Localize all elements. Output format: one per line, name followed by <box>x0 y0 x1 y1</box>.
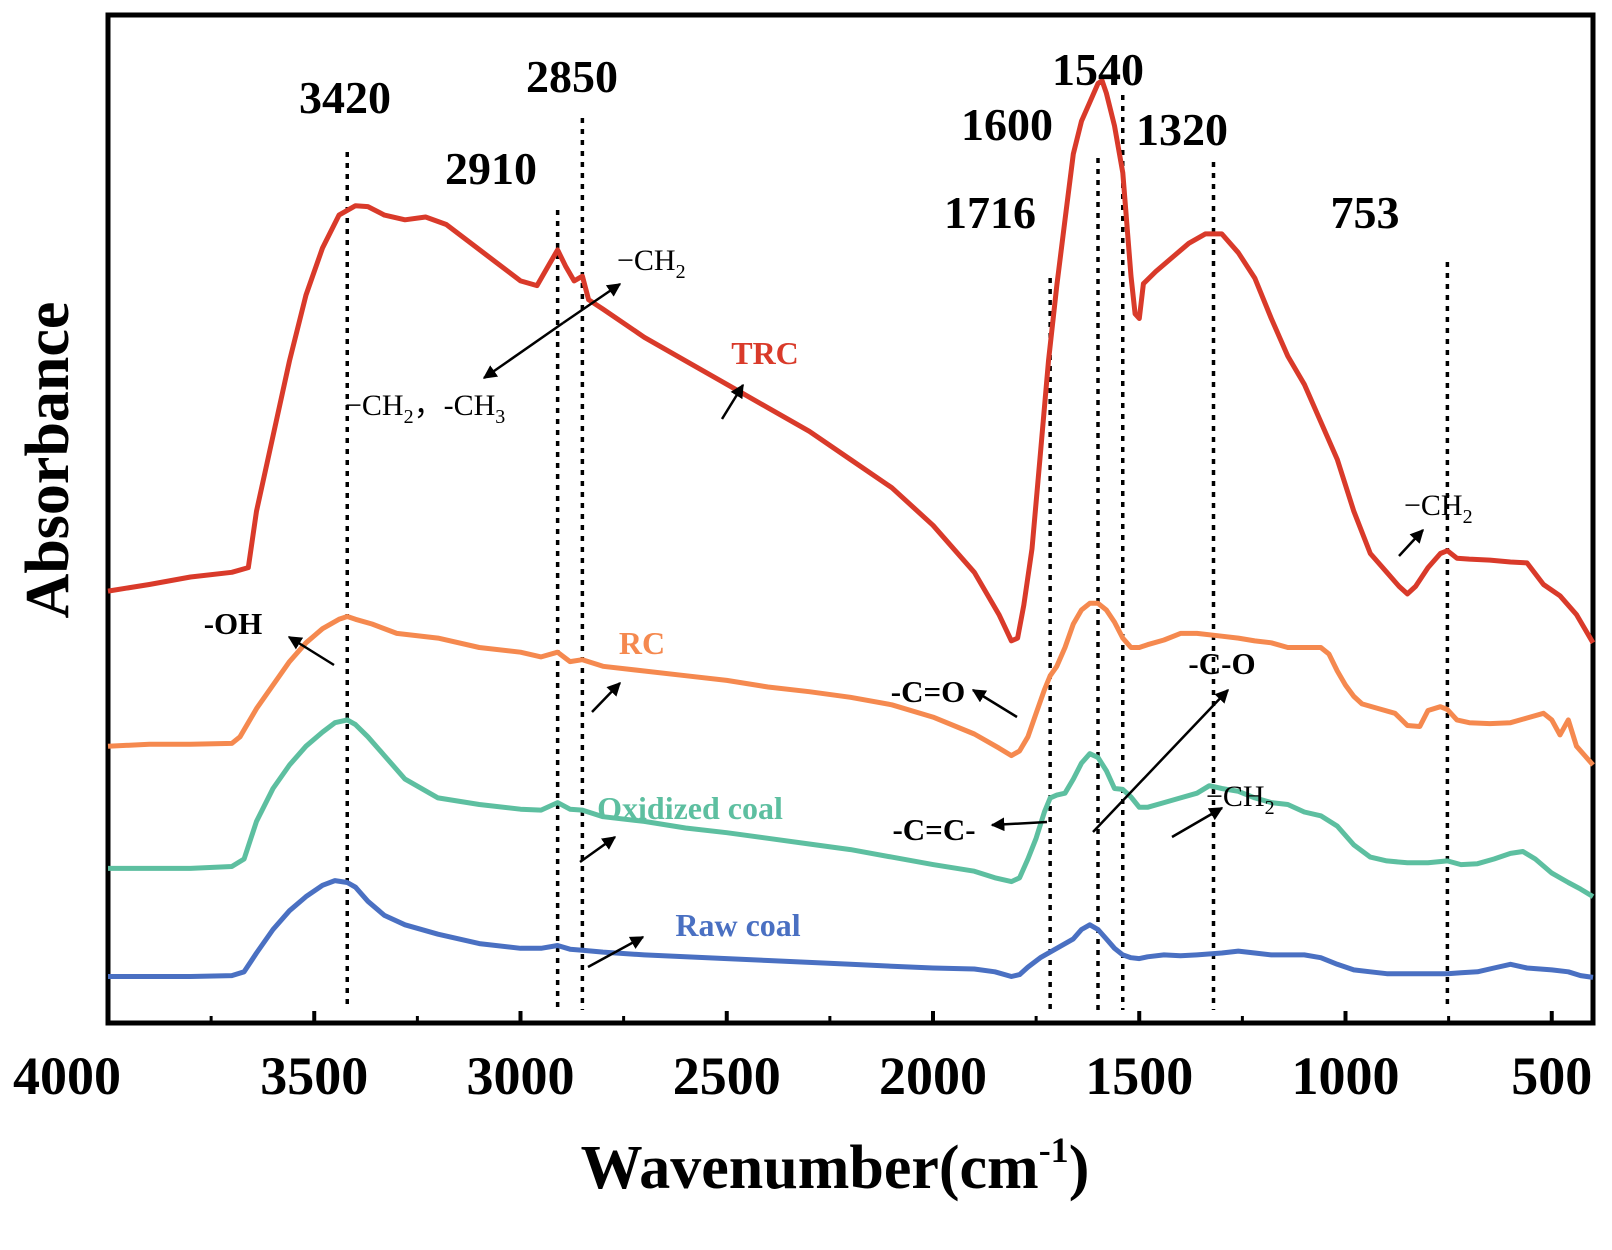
x-tick-label-500: 500 <box>1511 1046 1592 1106</box>
annotation-ch2-ch3-sep: ，-CH <box>414 389 496 422</box>
series-label-rc: RC <box>619 625 665 661</box>
arrow-c-o <box>1092 689 1229 833</box>
series-line-trc <box>107 78 1596 645</box>
peak-label-1540: 1540 <box>1052 44 1144 95</box>
annotation-ch2-ch3-sub1: 2 <box>404 406 414 428</box>
arrow-rc <box>591 682 621 713</box>
annotation-ch2-2850-sub: 2 <box>676 261 686 283</box>
annotation-ch2-ch3-main: −CH <box>345 389 404 422</box>
peak-marker-lines <box>345 95 1450 1010</box>
peak-label-3420: 3420 <box>299 72 391 123</box>
series-line-oxidized-coal <box>108 717 1595 899</box>
x-axis-ticks: 4000 3500 3000 2500 2000 1500 1000 500 <box>13 1011 1592 1106</box>
arrow-c-double-o <box>971 688 1018 719</box>
annotation-ch2-2850: −CH2 <box>617 244 686 283</box>
peak-label-753: 753 <box>1331 187 1400 238</box>
x-tick-label-3000: 3000 <box>467 1046 575 1106</box>
peak-label-2850: 2850 <box>526 51 618 102</box>
y-axis-title: Absorbance <box>14 302 82 619</box>
series-label-oxidized-coal: Oxidized coal <box>597 790 783 826</box>
peak-label-1320: 1320 <box>1136 104 1228 155</box>
spectra-series <box>107 78 1596 980</box>
series-label-trc: TRC <box>731 335 799 371</box>
peak-label-1600: 1600 <box>961 99 1053 150</box>
annotation-ch2-oxidized-sub: 2 <box>1265 797 1275 819</box>
arrow-trc <box>720 383 745 420</box>
x-tick-label-4000: 4000 <box>13 1046 121 1106</box>
peak-label-1716: 1716 <box>944 187 1036 238</box>
peak-label-2910: 2910 <box>445 143 537 194</box>
x-axis-title-sup: -1 <box>1039 1130 1069 1170</box>
annotation-oh: -OH <box>204 606 263 641</box>
series-label-raw-coal: Raw coal <box>675 907 800 943</box>
annotation-c-double-c: -C=C- <box>892 812 975 847</box>
annotation-ch2-oxidized-main: −CH <box>1206 780 1265 813</box>
annotation-c-o: -C-O <box>1188 646 1255 681</box>
series-line-raw-coal <box>108 878 1594 980</box>
annotation-c-double-o: -C=O <box>891 674 966 709</box>
x-tick-label-2500: 2500 <box>673 1046 781 1106</box>
annotation-ch2-753-main: −CH <box>1404 489 1463 522</box>
x-axis-title-main: Wavenumber(cm <box>581 1134 1039 1202</box>
x-tick-label-2000: 2000 <box>879 1046 987 1106</box>
x-tick-label-1000: 1000 <box>1292 1046 1400 1106</box>
x-tick-label-3500: 3500 <box>260 1046 368 1106</box>
series-line-rc <box>107 600 1595 767</box>
annotation-ch2-753-sub: 2 <box>1463 506 1473 528</box>
x-axis-title: Wavenumber(cm-1) <box>581 1130 1090 1202</box>
annotation-ch2-ch3: −CH2，-CH3 <box>345 389 505 428</box>
plot-frame <box>105 12 1596 1026</box>
x-tick-label-1500: 1500 <box>1085 1046 1193 1106</box>
arrow-oxidized-coal <box>579 835 617 864</box>
arrow-raw-coal <box>587 935 645 969</box>
arrow-ch2-2850 <box>562 282 622 325</box>
arrow-ch2-753 <box>1398 528 1424 557</box>
arrow-oh <box>287 635 335 667</box>
annotation-ch2-2850-main: −CH <box>617 244 676 277</box>
arrow-ch2-ch3 <box>482 321 564 380</box>
annotation-ch2-753: −CH2 <box>1404 489 1473 528</box>
arrow-c-double-c <box>990 817 1048 832</box>
arrow-ch2-oxidized <box>1171 806 1224 839</box>
annotation-ch2-oxidized: −CH2 <box>1206 780 1275 819</box>
annotation-ch2-ch3-sub2: 3 <box>495 406 505 428</box>
x-axis-title-close: ) <box>1069 1134 1090 1202</box>
